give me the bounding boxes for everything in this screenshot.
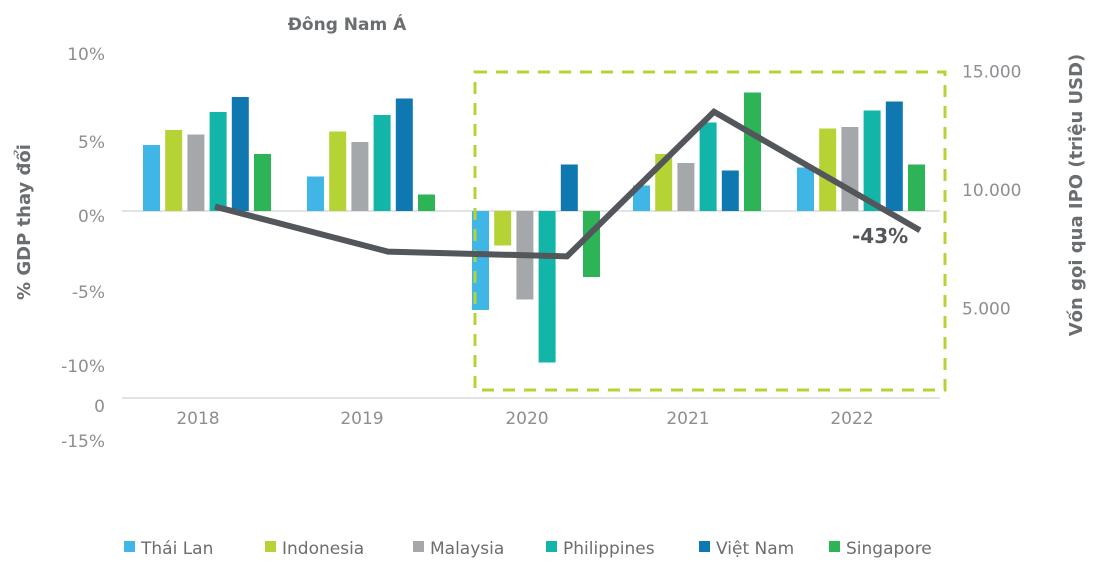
y-tick-label: -10% — [61, 357, 105, 377]
bar-philippines-2018 — [209, 112, 227, 211]
bar-malaysia-2021 — [677, 163, 695, 211]
chart-title: Đông Nam Á — [288, 13, 407, 35]
bar-malaysia-2022 — [841, 127, 859, 211]
y2-tick-label: 10.000 — [962, 181, 1021, 201]
y2-tick-label: 5.000 — [962, 300, 1011, 320]
bar-việt-nam-2021 — [721, 170, 739, 211]
legend-item: Indonesia — [265, 539, 364, 559]
bar-indonesia-2020 — [494, 211, 512, 246]
bar-việt-nam-2022 — [885, 101, 903, 211]
bar-thái-lan-2018 — [143, 145, 160, 211]
bar-việt-nam-2018 — [231, 97, 249, 211]
bar-singapore-2022 — [908, 164, 925, 211]
y-tick-label: 0% — [78, 207, 105, 227]
y-tick-label: 0 — [94, 397, 105, 417]
bar-singapore-2021 — [744, 92, 761, 211]
legend-swatch — [124, 541, 135, 552]
bar-malaysia-2018 — [187, 134, 205, 211]
y-tick-label: -15% — [61, 432, 105, 452]
bar-philippines-2022 — [863, 110, 881, 211]
legend-swatch — [829, 541, 840, 552]
y-tick-label: 5% — [78, 133, 105, 153]
bar-indonesia-2019 — [329, 131, 347, 211]
legend-item: Philippines — [546, 539, 655, 559]
bar-philippines-2021 — [699, 122, 717, 211]
legend-item: Singapore — [829, 539, 932, 559]
x-tick-label: 2018 — [176, 409, 219, 429]
legend-label: Việt Nam — [716, 539, 794, 559]
legend-label: Thái Lan — [140, 539, 213, 559]
bar-thái-lan-2021 — [633, 185, 650, 211]
annotation-label: -43% — [852, 224, 908, 248]
x-tick-label: 2019 — [340, 409, 383, 429]
bar-singapore-2020 — [583, 211, 600, 277]
bar-philippines-2019 — [373, 115, 391, 211]
bar-singapore-2018 — [254, 154, 271, 211]
y-axis-label: % GDP thay đổi — [13, 144, 35, 300]
x-tick-label: 2022 — [830, 409, 873, 429]
legend-label: Singapore — [846, 539, 932, 559]
legend-swatch — [699, 541, 710, 552]
legend-item: Malaysia — [413, 539, 504, 559]
bar-indonesia-2022 — [819, 128, 837, 211]
legend-swatch — [413, 541, 424, 552]
legend-swatch — [265, 541, 276, 552]
legend-label: Malaysia — [430, 539, 504, 559]
y2-axis-label: Vốn gọi qua IPO (triệu USD) — [1066, 54, 1087, 337]
bar-malaysia-2019 — [351, 142, 369, 211]
x-tick-label: 2021 — [666, 409, 709, 429]
y2-tick-label: 15.000 — [962, 63, 1021, 83]
y-tick-label: 10% — [67, 45, 105, 65]
bar-việt-nam-2020 — [560, 164, 578, 211]
legend-label: Philippines — [563, 539, 655, 559]
legend-item: Thái Lan — [124, 539, 213, 559]
legend-label: Indonesia — [282, 539, 364, 559]
x-tick-label: 2020 — [505, 409, 548, 429]
bar-thái-lan-2019 — [307, 176, 324, 211]
bar-singapore-2019 — [418, 194, 435, 211]
legend-swatch — [546, 541, 557, 552]
bar-thái-lan-2022 — [797, 167, 814, 211]
highlight-box — [473, 70, 947, 392]
bar-indonesia-2018 — [165, 130, 183, 211]
y-tick-label: -5% — [72, 283, 105, 303]
legend-item: Việt Nam — [699, 539, 794, 559]
ipo-line — [214, 108, 922, 260]
bar-philippines-2020 — [538, 211, 556, 363]
bar-việt-nam-2019 — [395, 98, 413, 211]
